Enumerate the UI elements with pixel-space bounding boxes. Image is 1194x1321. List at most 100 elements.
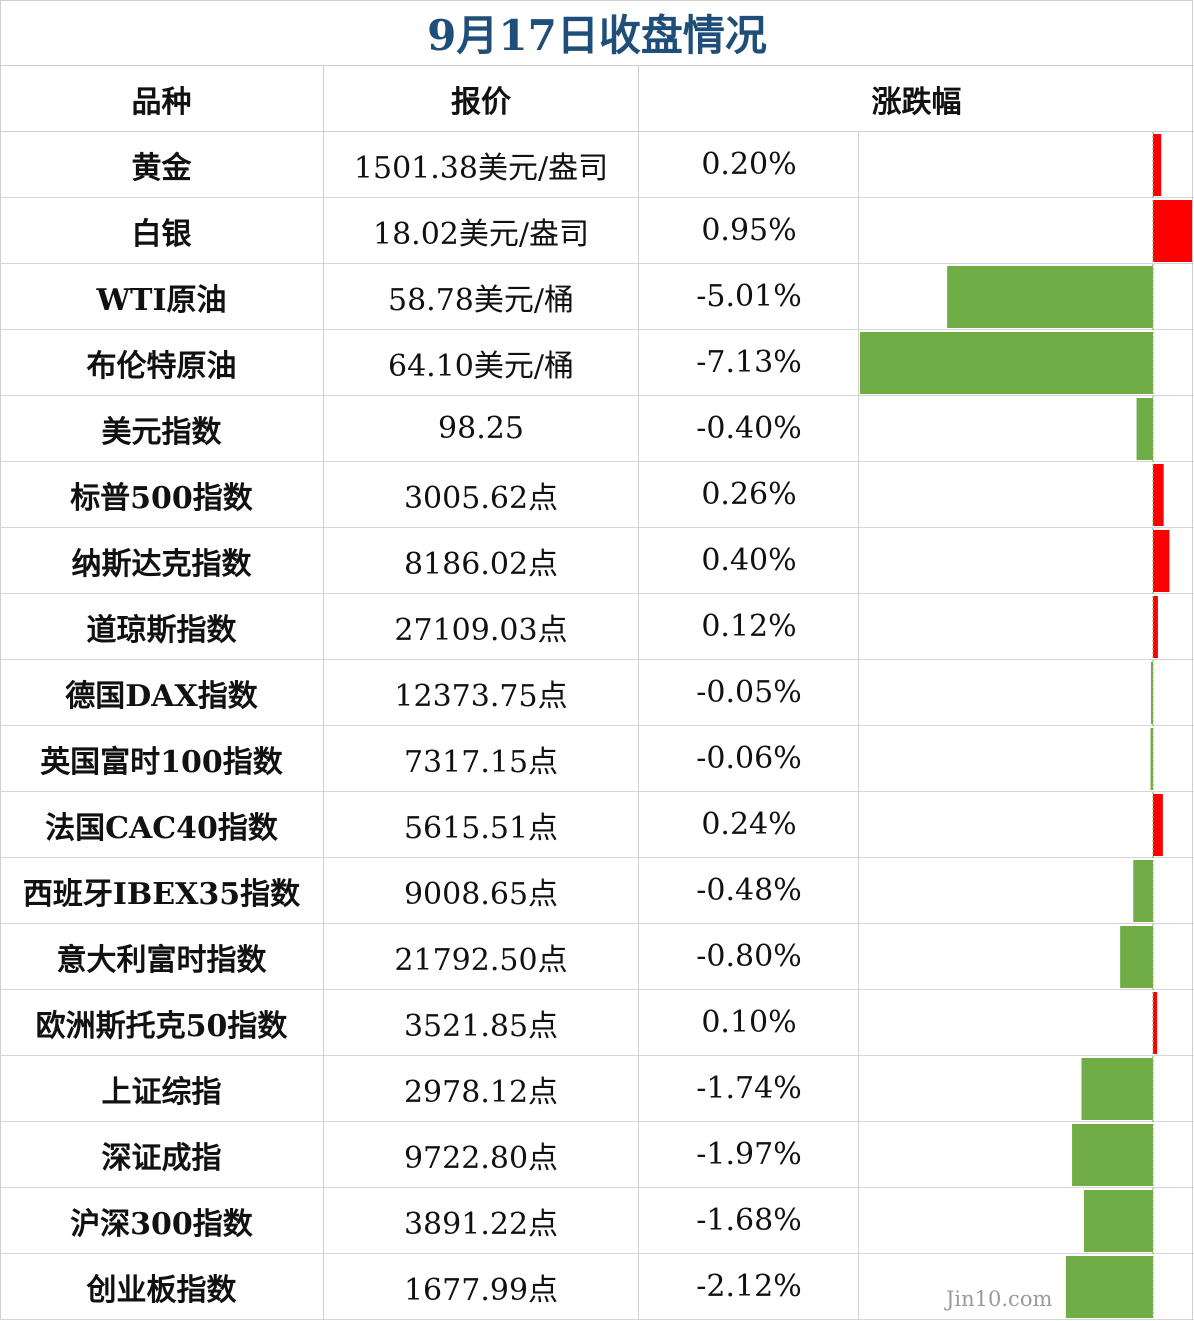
table-row: 纳斯达克指数 8186.02点 0.40%	[0, 528, 1194, 594]
row-quote: 3005.62点	[403, 480, 559, 516]
row-quote: 58.78美元/桶	[388, 282, 574, 318]
row-change: -5.01%	[696, 279, 802, 314]
row-change: 0.10%	[701, 1005, 797, 1040]
row-change: -1.97%	[696, 1137, 802, 1172]
page-title: 9月17日收盘情况	[0, 0, 1194, 66]
row-change: -0.06%	[696, 741, 802, 776]
row-change: 0.24%	[701, 807, 797, 842]
table-row: 沪深300指数 3891.22点 -1.68%	[0, 1188, 1194, 1254]
change-bar	[1136, 398, 1153, 460]
row-quote: 98.25	[438, 411, 524, 446]
row-name: 英国富时100指数	[40, 744, 283, 780]
table-row: 欧洲斯托克50指数 3521.85点 0.10%	[0, 990, 1194, 1056]
row-name: 沪深300指数	[70, 1206, 253, 1242]
table-row: 白银 18.02美元/盎司 0.95%	[0, 198, 1194, 264]
header-change: 涨跌幅	[871, 85, 962, 120]
column-divider	[638, 66, 639, 1320]
table-row: 美元指数 98.25 -0.40%	[0, 396, 1194, 462]
row-name: WTI原油	[96, 282, 227, 318]
table-row: 深证成指 9722.80点 -1.97%	[0, 1122, 1194, 1188]
row-quote: 2978.12点	[403, 1074, 559, 1110]
table-row: 上证综指 2978.12点 -1.74%	[0, 1056, 1194, 1122]
row-name: 深证成指	[101, 1140, 222, 1176]
table-row: WTI原油 58.78美元/桶 -5.01%	[0, 264, 1194, 330]
row-name: 白银	[131, 216, 192, 252]
header-row: 品种 报价 涨跌幅	[0, 66, 1194, 132]
row-quote: 8186.02点	[403, 546, 559, 582]
row-change: -0.40%	[696, 411, 802, 446]
row-name: 上证综指	[101, 1074, 222, 1110]
row-quote: 3521.85点	[403, 1008, 559, 1044]
table-row: 西班牙IBEX35指数 9008.65点 -0.48%	[0, 858, 1194, 924]
row-change: 0.12%	[701, 609, 797, 644]
row-name: 创业板指数	[86, 1272, 237, 1308]
change-bar	[1153, 992, 1158, 1054]
change-bar	[860, 332, 1153, 394]
row-change: -0.80%	[696, 939, 802, 974]
change-bar	[1153, 596, 1158, 658]
row-name: 欧洲斯托克50指数	[35, 1008, 288, 1044]
change-bar	[1153, 464, 1164, 526]
row-name: 西班牙IBEX35指数	[22, 876, 301, 912]
row-quote: 1677.99点	[403, 1272, 559, 1308]
header-name: 品种	[131, 85, 192, 120]
column-divider	[323, 66, 324, 1320]
row-change: -2.12%	[696, 1269, 802, 1304]
change-bar	[1150, 662, 1153, 724]
watermark: Jin10.com	[946, 1287, 1053, 1311]
row-change: 0.40%	[701, 543, 797, 578]
row-change: -0.48%	[696, 873, 802, 908]
row-name: 德国DAX指数	[65, 678, 258, 714]
table-row: 英国富时100指数 7317.15点 -0.06%	[0, 726, 1194, 792]
change-bar	[1065, 1256, 1153, 1318]
table-row: 道琼斯指数 27109.03点 0.12%	[0, 594, 1194, 660]
table-row: 标普500指数 3005.62点 0.26%	[0, 462, 1194, 528]
row-quote: 18.02美元/盎司	[373, 216, 589, 252]
change-bar	[1120, 926, 1153, 988]
column-divider	[858, 132, 859, 1320]
row-quote: 27109.03点	[394, 612, 568, 648]
row-change: -0.05%	[696, 675, 802, 710]
row-quote: 5615.51点	[403, 810, 559, 846]
row-quote: 64.10美元/桶	[388, 348, 574, 384]
row-quote: 9722.80点	[403, 1140, 559, 1176]
row-quote: 21792.50点	[394, 942, 568, 978]
row-name: 布伦特原油	[86, 348, 237, 384]
change-bar	[1153, 134, 1162, 196]
row-name: 美元指数	[101, 414, 222, 450]
table-row: 布伦特原油 64.10美元/桶 -7.13%	[0, 330, 1194, 396]
row-change: 0.20%	[701, 147, 797, 182]
row-quote: 1501.38美元/盎司	[353, 150, 609, 186]
row-name: 道琼斯指数	[86, 612, 237, 648]
row-change: 0.26%	[701, 477, 797, 512]
change-bar	[1081, 1058, 1153, 1120]
change-bar	[1083, 1190, 1153, 1252]
change-bar	[947, 266, 1153, 328]
header-quote: 报价	[451, 85, 511, 120]
row-quote: 3891.22点	[403, 1206, 559, 1242]
row-change: -1.68%	[696, 1203, 802, 1238]
row-name: 法国CAC40指数	[45, 810, 278, 846]
row-name: 标普500指数	[70, 480, 253, 516]
row-change: -7.13%	[696, 345, 802, 380]
table-row: 法国CAC40指数 5615.51点 0.24%	[0, 792, 1194, 858]
table-row: 创业板指数 1677.99点 -2.12%	[0, 1254, 1194, 1320]
row-quote: 7317.15点	[403, 744, 559, 780]
table-row: 意大利富时指数 21792.50点 -0.80%	[0, 924, 1194, 990]
row-name: 意大利富时指数	[56, 942, 267, 978]
change-bar	[1150, 728, 1153, 790]
table-row: 黄金 1501.38美元/盎司 0.20%	[0, 132, 1194, 198]
row-quote: 9008.65点	[403, 876, 559, 912]
change-bar	[1153, 530, 1170, 592]
row-quote: 12373.75点	[394, 678, 568, 714]
row-change: -1.74%	[696, 1071, 802, 1106]
change-bar	[1153, 794, 1163, 856]
row-name: 黄金	[131, 150, 192, 186]
row-name: 纳斯达克指数	[71, 546, 252, 582]
row-change: 0.95%	[701, 213, 797, 248]
change-bar	[1133, 860, 1153, 922]
table-row: 德国DAX指数 12373.75点 -0.05%	[0, 660, 1194, 726]
change-bar	[1153, 200, 1193, 262]
change-bar	[1072, 1124, 1153, 1186]
